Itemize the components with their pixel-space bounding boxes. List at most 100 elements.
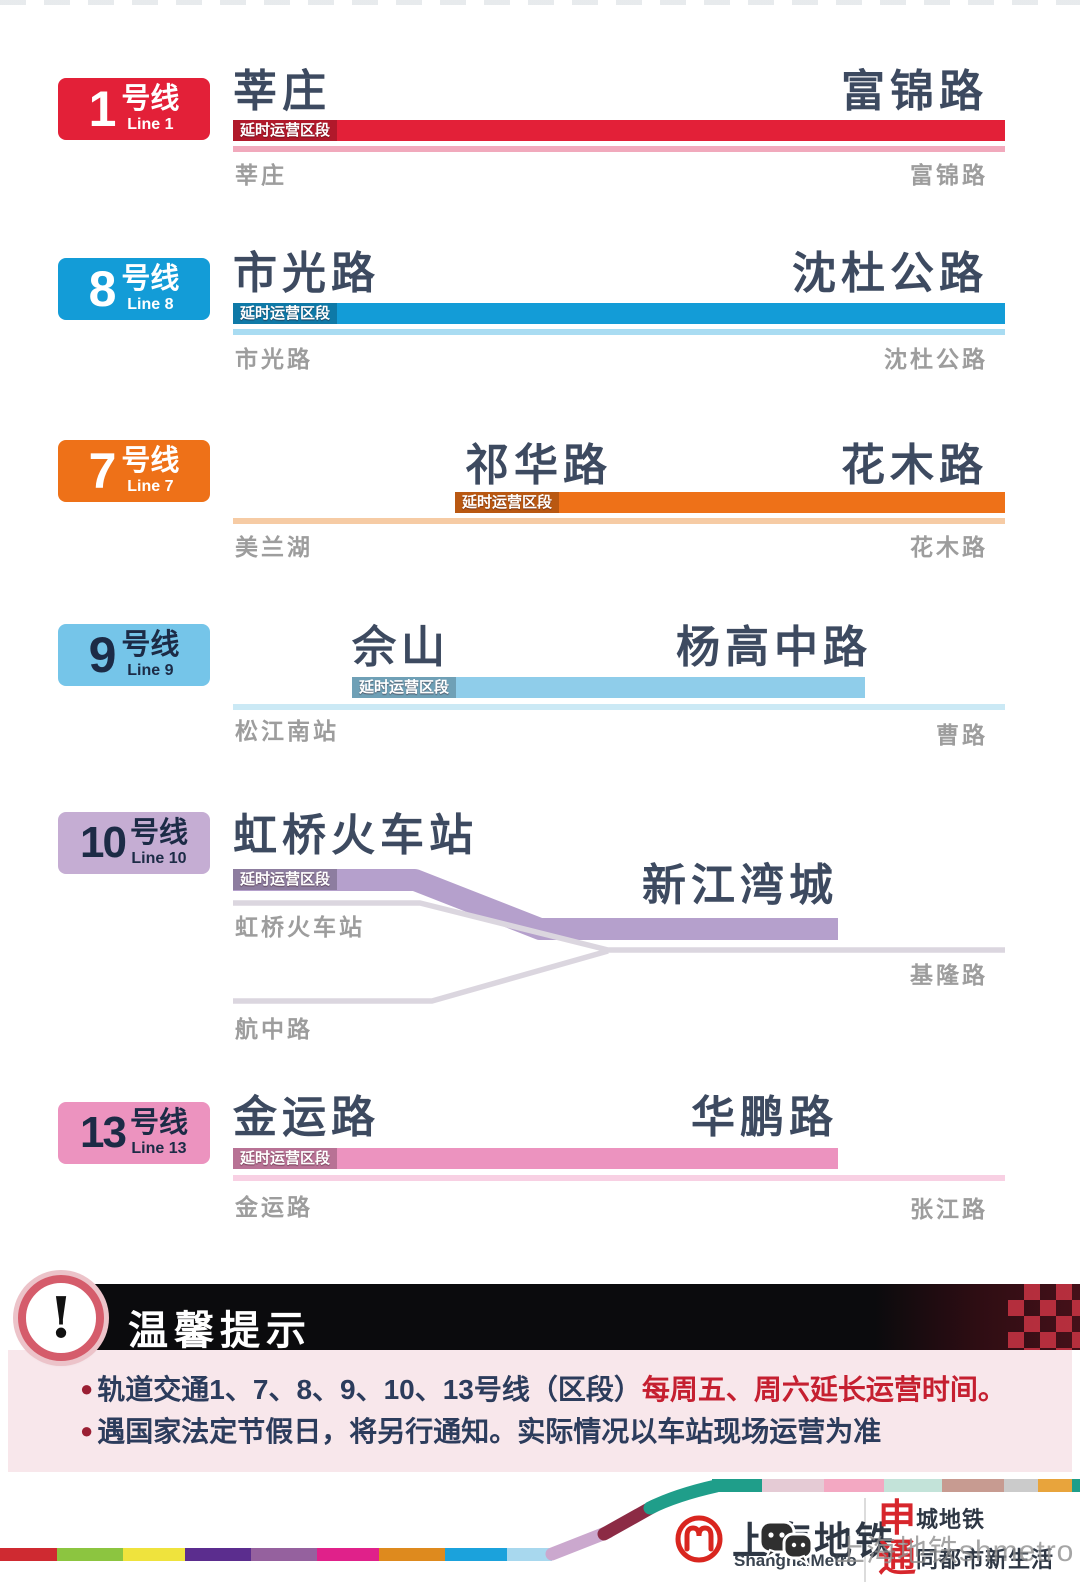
- line1-station-right: 富锦路: [841, 66, 988, 117]
- line7-extended-section-label: 延时运营区段: [455, 492, 560, 513]
- line13-number: 13: [80, 1108, 127, 1157]
- line10-branch-top-station: 虹桥火车站: [235, 914, 365, 940]
- alert-exclamation-glyph: !: [48, 1285, 74, 1351]
- line9-suffix: 号线: [121, 629, 180, 661]
- line7-badge: 7 号线 Line 7: [58, 440, 210, 502]
- line7-track-line: [233, 518, 1005, 524]
- line8-label-en: Line 8: [127, 296, 174, 313]
- line13-badge: 13 号线 Line 13: [58, 1102, 210, 1164]
- notice-bullet-1: ● 轨道交通1、7、8、9、10、13号线（区段）每周五、周六延长运营时间。: [80, 1368, 1006, 1408]
- strip-segment: [762, 1479, 824, 1492]
- line10-branch-diagram: [233, 869, 1005, 1004]
- strip-segment: [317, 1548, 379, 1561]
- line10-extended-section-band: [233, 869, 838, 940]
- top-edge-remnant: [0, 0, 1080, 5]
- strip-segment: [185, 1548, 251, 1561]
- line1-number: 1: [88, 81, 117, 137]
- line7-suffix: 号线: [121, 445, 180, 477]
- line1-station-left: 莘庄: [233, 66, 331, 117]
- line10-extended-section-label: 延时运营区段: [233, 869, 338, 890]
- line9-label-en: Line 9: [127, 662, 174, 679]
- line13-track-line: [233, 1175, 1005, 1181]
- line10-terminal-right: 基隆路: [910, 962, 988, 988]
- footer-slogan: 申 城地铁 通 同都市新生活: [878, 1500, 1080, 1580]
- line9-track-line: [233, 704, 1005, 710]
- line7-extended-section-bar: 延时运营区段: [455, 492, 1005, 513]
- line13-station-left: 金运路: [233, 1092, 380, 1143]
- strip-segment: [1038, 1479, 1072, 1492]
- line1-label-en: Line 1: [127, 116, 174, 133]
- line13-extended-section-bar: 延时运营区段: [233, 1148, 838, 1169]
- line13-suffix: 号线: [129, 1107, 188, 1139]
- line9-extended-section-label: 延时运营区段: [352, 677, 457, 698]
- wechat-icon: [758, 1520, 814, 1567]
- slogan-char-shen: 申: [878, 1498, 917, 1540]
- line1-track-line: [233, 146, 1005, 152]
- line13-station-right: 华鹏路: [691, 1092, 838, 1143]
- notice-bullet-2: ● 遇国家法定节假日，将另行通知。实际情况以车站现场运营为准: [80, 1410, 881, 1450]
- strip-segment: [445, 1548, 507, 1561]
- line8-badge: 8 号线 Line 8: [58, 258, 210, 320]
- strip-segment: [884, 1479, 942, 1492]
- line1-suffix: 号线: [121, 83, 180, 115]
- footer-color-strip-top: [712, 1479, 1080, 1492]
- line8-track-line: [233, 329, 1005, 335]
- strip-segment: [942, 1479, 1004, 1492]
- slogan-rest-1: 城地铁: [916, 1507, 986, 1532]
- notice-header-bar: [55, 1284, 1080, 1350]
- slogan-char-tong: 通: [878, 1538, 917, 1580]
- line13-extended-section-label: 延时运营区段: [233, 1148, 338, 1169]
- line1-extended-section-bar: 延时运营区段: [233, 120, 1005, 141]
- line9-extended-section-bar: 延时运营区段: [352, 677, 865, 698]
- footer-divider: [864, 1498, 866, 1582]
- line9-station-right: 杨高中路: [676, 622, 872, 673]
- line8-extended-section-label: 延时运营区段: [233, 303, 338, 324]
- strip-segment: [123, 1548, 185, 1561]
- line9-terminal-right: 曹路: [936, 722, 988, 748]
- notice-bullet-2-text: 遇国家法定节假日，将另行通知。实际情况以车站现场运营为准: [97, 1416, 882, 1447]
- notice-title: 温馨提示: [128, 1309, 312, 1353]
- line10-station-right: 新江湾城: [642, 860, 838, 911]
- notice-bullet-1-highlight: 每周五、周六延长运营时间。: [641, 1374, 1006, 1405]
- strip-segment: [1004, 1479, 1038, 1492]
- line1-extended-section-label: 延时运营区段: [233, 120, 338, 141]
- line10-station-left: 虹桥火车站: [233, 810, 478, 861]
- line8-number: 8: [88, 261, 117, 317]
- line10-branch-bottom-station: 航中路: [235, 1016, 313, 1042]
- strip-segment: [379, 1548, 445, 1561]
- line10-label-en: Line 10: [131, 850, 187, 867]
- footer-color-strip-bottom: [0, 1548, 552, 1561]
- line10-badge: 10 号线 Line 10: [58, 812, 210, 874]
- line10-branch-track-bottom: [233, 948, 609, 1004]
- slogan-rest-2: 同都市新生活: [916, 1547, 1055, 1572]
- line1-badge: 1 号线 Line 1: [58, 78, 210, 140]
- strip-segment: [0, 1548, 57, 1561]
- line10-number: 10: [80, 818, 127, 867]
- line7-station-left: 祁华路: [465, 440, 612, 491]
- metro-curve-graphic: [545, 1479, 723, 1561]
- line8-suffix: 号线: [121, 263, 180, 295]
- line9-badge: 9 号线 Line 9: [58, 624, 210, 686]
- line8-terminal-left: 市光路: [235, 346, 313, 372]
- line8-extended-section-bar: 延时运营区段: [233, 303, 1005, 324]
- line7-terminal-left: 美兰湖: [235, 534, 313, 560]
- line13-label-en: Line 13: [131, 1140, 187, 1157]
- line7-number: 7: [88, 443, 117, 499]
- line8-station-left: 市光路: [233, 248, 380, 299]
- brand-name-en: ShanghaiMetro: [734, 1551, 857, 1570]
- notice-checker-pattern: [1008, 1284, 1080, 1350]
- line9-terminal-left: 松江南站: [235, 718, 339, 744]
- strip-segment: [1072, 1479, 1080, 1492]
- line7-terminal-right: 花木路: [910, 534, 988, 560]
- line1-terminal-left: 莘庄: [235, 162, 287, 188]
- notice-panel: [8, 1350, 1072, 1472]
- bullet-dot-icon: ●: [80, 1418, 94, 1443]
- strip-segment: [824, 1479, 884, 1492]
- line9-number: 9: [88, 627, 117, 683]
- bullet-dot-icon: ●: [80, 1376, 94, 1401]
- strip-segment: [712, 1479, 762, 1492]
- line1-terminal-right: 富锦路: [910, 162, 988, 188]
- alert-icon: !: [18, 1275, 104, 1361]
- strip-segment: [57, 1548, 123, 1561]
